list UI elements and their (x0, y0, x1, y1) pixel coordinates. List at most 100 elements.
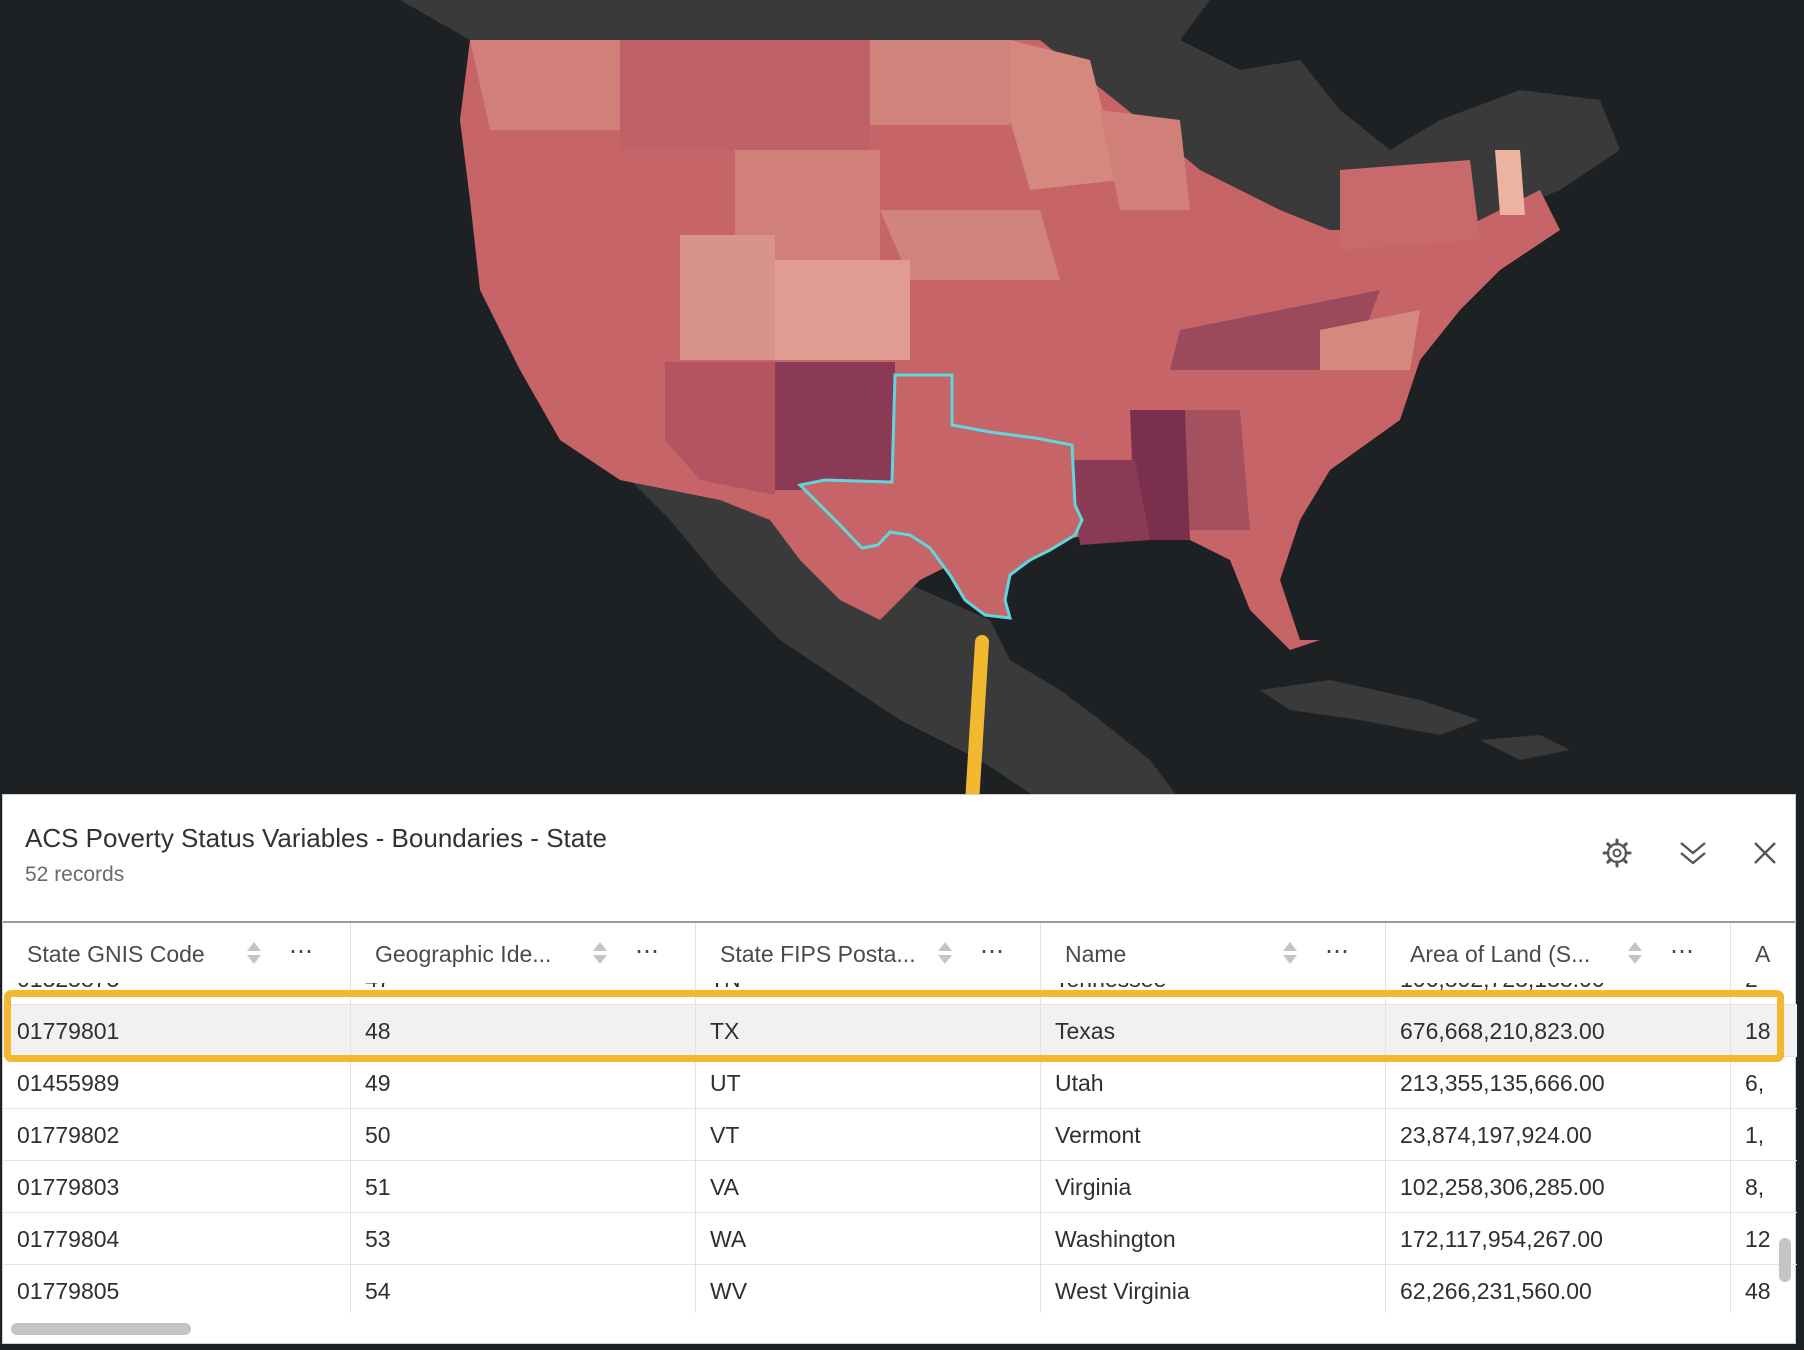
canada-landmass (400, 0, 1620, 250)
cell-name: Utah (1041, 1057, 1386, 1109)
state-new-hampshire (1495, 150, 1525, 215)
state-minnesota (1010, 40, 1120, 190)
cell-name: Washington (1041, 1213, 1386, 1265)
column-menu-icon[interactable]: ⋯ (1325, 938, 1351, 965)
cuba-island (1260, 680, 1480, 735)
column-header-label: Name (1065, 941, 1127, 967)
cell-postal: TX (696, 1005, 1041, 1057)
cell-geo-id: 54 (351, 1265, 696, 1313)
cell-postal: VA (696, 1161, 1041, 1213)
cell-geo-id: 51 (351, 1161, 696, 1213)
horizontal-scrollbar[interactable] (11, 1323, 191, 1335)
state-washington (470, 40, 620, 130)
column-header-label: Area of Land (S... (1410, 941, 1591, 967)
column-menu-icon[interactable]: ⋯ (980, 938, 1006, 965)
cell-gnis-code: 01779802 (3, 1109, 351, 1161)
column-header-label: Geographic Ide... (375, 941, 552, 967)
column-header-name[interactable]: Name ⋯ (1041, 923, 1386, 983)
cell-postal: UT (696, 1057, 1041, 1109)
cell-gnis-code: 01779804 (3, 1213, 351, 1265)
cell-area-land: 62,266,231,560.00 (1386, 1265, 1731, 1313)
cell-truncated: 12 (1745, 1226, 1771, 1252)
header-divider (3, 921, 1795, 923)
sort-icon[interactable] (936, 940, 954, 966)
state-louisiana (1070, 460, 1150, 545)
cell-area-land: 676,668,210,823.00 (1386, 1005, 1731, 1057)
state-colorado (775, 260, 910, 360)
cell-name: Virginia (1041, 1161, 1386, 1213)
table-row[interactable]: 01325873 47 TN Tennessee 106,802,728,188… (3, 983, 1797, 1005)
state-new-mexico (775, 362, 895, 490)
panel-title: ACS Poverty Status Variables - Boundarie… (25, 823, 607, 853)
cell-postal: WV (696, 1265, 1041, 1313)
sort-icon[interactable] (1626, 940, 1644, 966)
cell-postal: VT (696, 1109, 1041, 1161)
column-header-truncated[interactable]: A (1731, 923, 1797, 983)
cell-name: Texas (1041, 1005, 1386, 1057)
cell-postal: TN (696, 983, 1041, 1005)
cell-area-land: 102,258,306,285.00 (1386, 1161, 1731, 1213)
collapse-icon[interactable] (1675, 835, 1711, 871)
cell-truncated: 48 (1745, 1278, 1771, 1304)
column-header-geographic-identifier[interactable]: Geographic Ide... ⋯ (351, 923, 696, 983)
cell-geo-id: 47 (351, 983, 696, 1005)
cell-postal: WA (696, 1213, 1041, 1265)
state-new-york (1340, 160, 1480, 250)
cell-geo-id: 50 (351, 1109, 696, 1161)
state-virginia (1320, 310, 1420, 370)
state-wyoming (735, 150, 880, 260)
column-header-label: State GNIS Code (27, 941, 205, 967)
sort-icon[interactable] (245, 940, 263, 966)
table-row[interactable]: 01779804 53 WA Washington 172,117,954,26… (3, 1213, 1797, 1265)
state-nebraska (880, 210, 1060, 280)
cell-area-land: 172,117,954,267.00 (1386, 1213, 1731, 1265)
column-header-label: State FIPS Posta... (720, 941, 916, 967)
state-arizona (665, 362, 775, 495)
cell-gnis-code: 01779803 (3, 1161, 351, 1213)
state-utah (680, 235, 775, 360)
column-header-state-fips-postal[interactable]: State FIPS Posta... ⋯ (696, 923, 1041, 983)
sort-icon[interactable] (591, 940, 609, 966)
column-header-state-gnis-code[interactable]: State GNIS Code ⋯ (3, 923, 351, 983)
table-row[interactable]: 01779803 51 VA Virginia 102,258,306,285.… (3, 1161, 1797, 1213)
column-header-label: A (1755, 941, 1771, 967)
attribute-table-panel: ACS Poverty Status Variables - Boundarie… (2, 794, 1797, 1344)
map-view[interactable] (0, 0, 1804, 800)
state-mississippi (1130, 410, 1190, 540)
table-row-selected[interactable]: 01779801 48 TX Texas 676,668,210,823.00 … (3, 1005, 1797, 1057)
cell-gnis-code: 01779805 (3, 1265, 351, 1313)
column-menu-icon[interactable]: ⋯ (635, 938, 661, 965)
cell-truncated: 2 (1731, 983, 1797, 1005)
sort-icon[interactable] (1281, 940, 1299, 966)
cell-gnis-code: 01779801 (3, 1005, 351, 1057)
state-alabama (1185, 410, 1250, 530)
texas-selection-outline (796, 373, 1084, 620)
column-menu-icon[interactable]: ⋯ (289, 938, 315, 965)
table-body[interactable]: 01325873 47 TN Tennessee 106,802,728,188… (3, 983, 1797, 1313)
state-north-dakota (870, 40, 1010, 125)
vertical-scrollbar[interactable] (1779, 1238, 1791, 1282)
cell-geo-id: 49 (351, 1057, 696, 1109)
close-icon[interactable] (1747, 835, 1783, 871)
mexico-landmass (610, 460, 1180, 800)
cell-truncated: 1, (1745, 1122, 1765, 1148)
table-row[interactable]: 01779802 50 VT Vermont 23,874,197,924.00… (3, 1109, 1797, 1161)
cell-gnis-code: 01455989 (3, 1057, 351, 1109)
cell-gnis-code: 01325873 (3, 983, 351, 1005)
cell-truncated: 6, (1745, 1070, 1765, 1096)
gear-icon[interactable] (1599, 835, 1635, 871)
cell-truncated: 8, (1745, 1174, 1765, 1200)
cell-truncated: 18 (1745, 1018, 1771, 1044)
cell-area-land: 23,874,197,924.00 (1386, 1109, 1731, 1161)
cell-name: Tennessee (1041, 983, 1386, 1005)
cell-geo-id: 53 (351, 1213, 696, 1265)
cell-geo-id: 48 (351, 1005, 696, 1057)
state-wisconsin (1100, 110, 1190, 210)
column-header-area-of-land[interactable]: Area of Land (S... ⋯ (1386, 923, 1731, 983)
cell-name: Vermont (1041, 1109, 1386, 1161)
table-row[interactable]: 01779805 54 WV West Virginia 62,266,231,… (3, 1265, 1797, 1313)
column-menu-icon[interactable]: ⋯ (1670, 938, 1696, 965)
cell-name: West Virginia (1041, 1265, 1386, 1313)
hispaniola-island (1480, 735, 1570, 760)
table-row[interactable]: 01455989 49 UT Utah 213,355,135,666.00 6… (3, 1057, 1797, 1109)
